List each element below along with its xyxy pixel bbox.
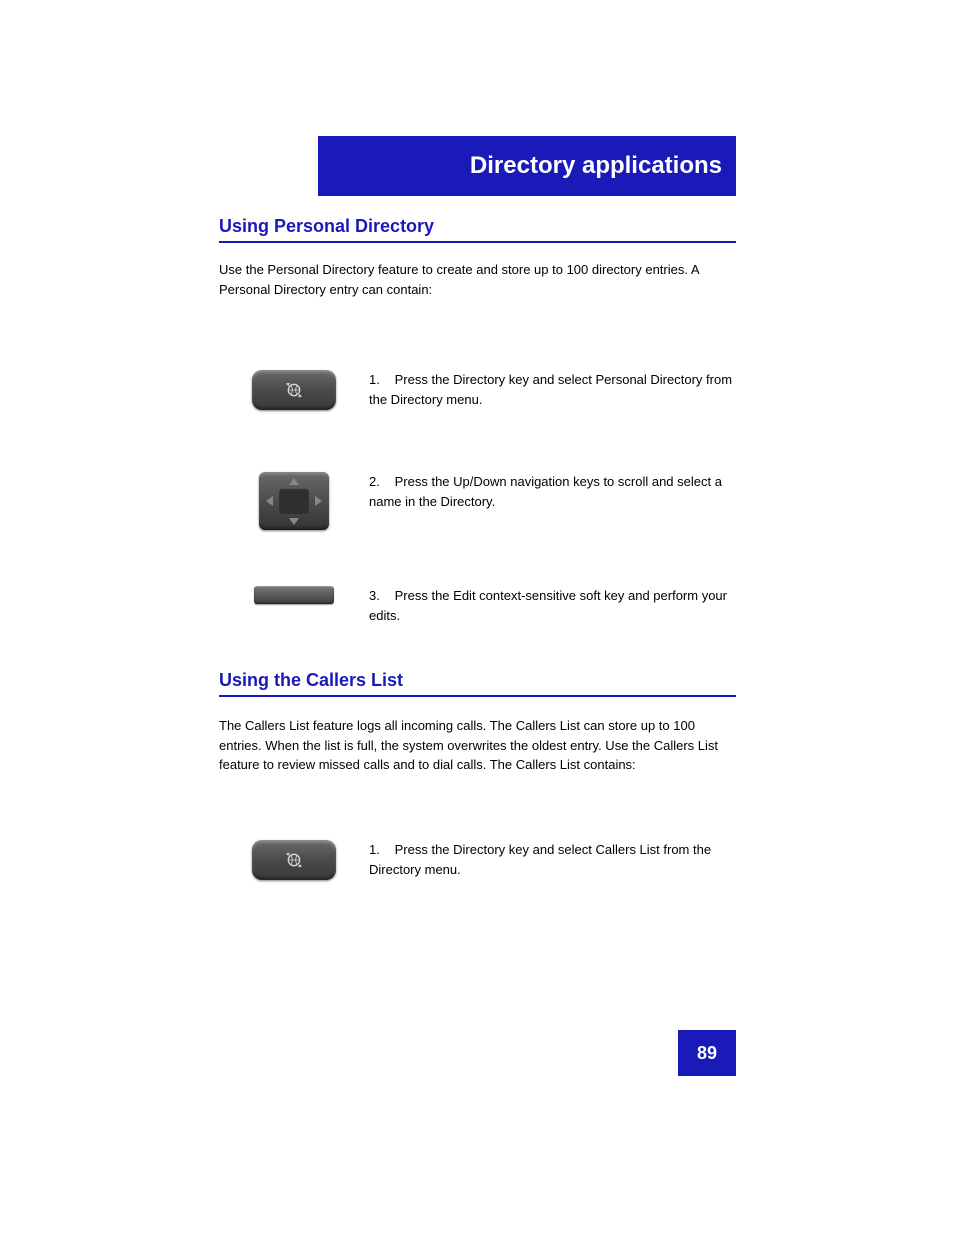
- nav-right-arrow-icon: [315, 496, 322, 506]
- step-3-text-col: 3. Press the Edit context-sensitive soft…: [369, 586, 736, 625]
- instruction-step-3: 3. Press the Edit context-sensitive soft…: [219, 586, 736, 625]
- step-s2-1-number: 1.: [369, 840, 391, 860]
- section-2-intro-paragraph: The Callers List feature logs all incomi…: [219, 716, 736, 775]
- step-2-text: Press the Up/Down navigation keys to scr…: [369, 474, 722, 509]
- globe-arrows-icon: [281, 847, 307, 873]
- nav-down-arrow-icon: [289, 518, 299, 525]
- step-3-number: 3.: [369, 586, 391, 606]
- globe-arrows-icon: [281, 377, 307, 403]
- instruction-step-2: 2. Press the Up/Down navigation keys to …: [219, 472, 736, 530]
- chapter-title-text: Directory applications: [470, 152, 722, 180]
- nav-left-arrow-icon: [266, 496, 273, 506]
- step-1-text-col: 1. Press the Directory key and select Pe…: [369, 370, 736, 409]
- section-1-intro-text: Use the Personal Directory feature to cr…: [219, 262, 699, 297]
- step-3-text: Press the Edit context-sensitive soft ke…: [369, 588, 727, 623]
- section-heading-callers-list: Using the Callers List: [219, 670, 736, 697]
- chapter-title-banner: Directory applications: [318, 136, 736, 196]
- section-1-intro-paragraph: Use the Personal Directory feature to cr…: [219, 260, 736, 299]
- section-heading-2-text: Using the Callers List: [219, 670, 403, 690]
- step-1-text: Press the Directory key and select Perso…: [369, 372, 732, 407]
- step-s2-1-text-col: 1. Press the Directory key and select Ca…: [369, 840, 736, 879]
- step-icon-col: [219, 472, 369, 530]
- step-icon-col: [219, 840, 369, 880]
- instruction-step-s2-1: 1. Press the Directory key and select Ca…: [219, 840, 736, 880]
- section-2-intro-text: The Callers List feature logs all incomi…: [219, 718, 718, 772]
- step-1-number: 1.: [369, 370, 391, 390]
- step-2-text-col: 2. Press the Up/Down navigation keys to …: [369, 472, 736, 511]
- instruction-step-1: 1. Press the Directory key and select Pe…: [219, 370, 736, 410]
- section-heading-1-text: Using Personal Directory: [219, 216, 434, 236]
- services-button-icon: [252, 840, 336, 880]
- step-icon-col: [219, 586, 369, 604]
- nav-up-arrow-icon: [289, 478, 299, 485]
- step-2-number: 2.: [369, 472, 391, 492]
- step-icon-col: [219, 370, 369, 410]
- nav-pad-icon: [259, 472, 329, 530]
- services-button-icon: [252, 370, 336, 410]
- document-page: Directory applications Using Personal Di…: [0, 0, 954, 1235]
- section-heading-personal-directory: Using Personal Directory: [219, 216, 736, 243]
- page-number: 89: [697, 1043, 717, 1064]
- page-number-box: 89: [678, 1030, 736, 1076]
- step-s2-1-text: Press the Directory key and select Calle…: [369, 842, 711, 877]
- softkey-button-icon: [254, 586, 334, 604]
